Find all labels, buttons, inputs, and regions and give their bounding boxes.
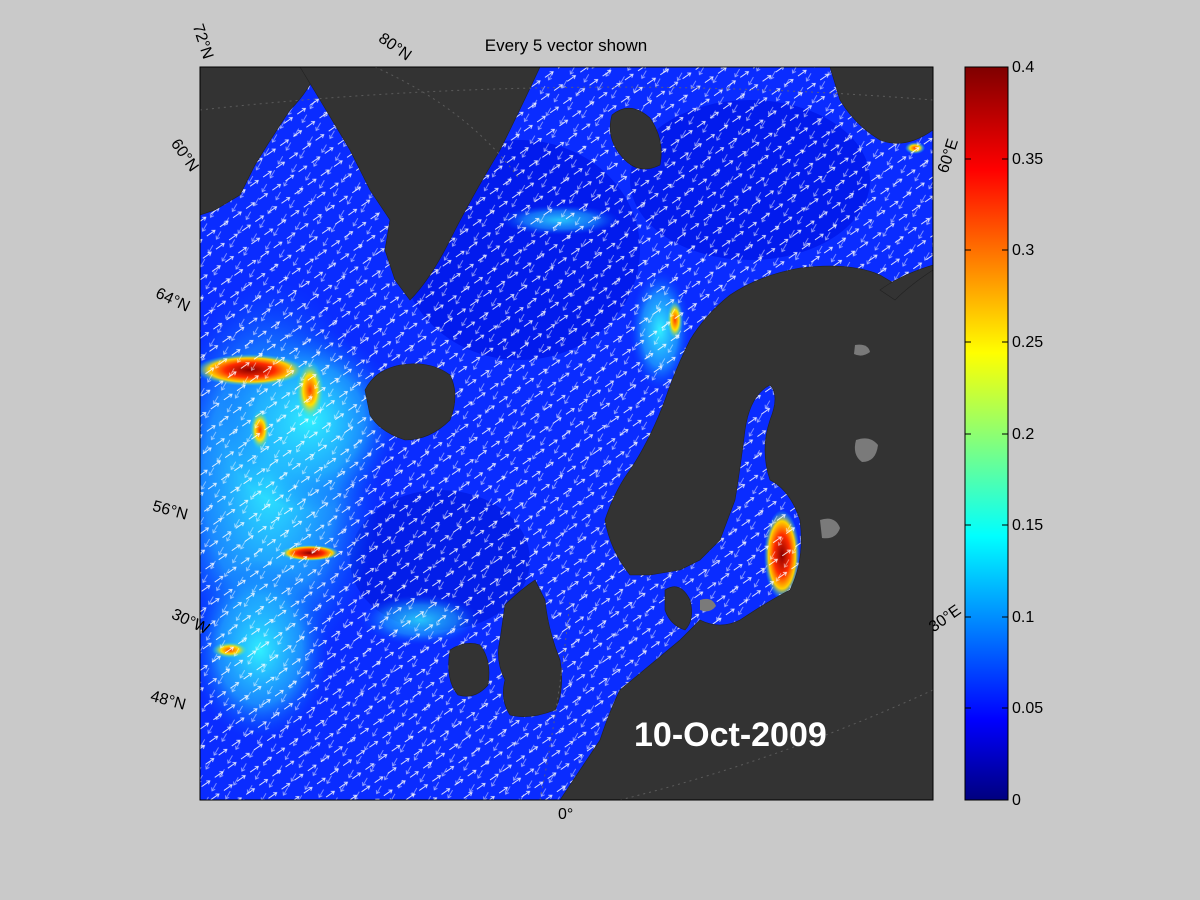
colorbar-ticks bbox=[965, 66, 1008, 801]
colorbar-label: 0.15 bbox=[1012, 517, 1044, 534]
date-label: 10-Oct-2009 bbox=[634, 716, 827, 754]
graticule bbox=[200, 67, 933, 800]
lon-label-0: 0° bbox=[558, 806, 574, 823]
plot-title: Every 5 vector shown bbox=[484, 36, 648, 55]
map-panel bbox=[200, 67, 933, 800]
colorbar-label: 0 bbox=[1012, 792, 1021, 809]
arctic-land bbox=[299, 67, 541, 301]
land bbox=[200, 67, 933, 800]
great-britain bbox=[498, 579, 562, 717]
ireland bbox=[448, 643, 490, 697]
map-frame bbox=[199, 66, 934, 801]
colorbar-label: 0.05 bbox=[1012, 700, 1044, 717]
colorbar-label: 0.1 bbox=[1012, 609, 1035, 626]
colorbar bbox=[964, 66, 1009, 801]
colorbar-label: 0.4 bbox=[1012, 59, 1035, 76]
colorbar-label: 0.25 bbox=[1012, 334, 1044, 351]
colorbar-label: 0.3 bbox=[1012, 242, 1035, 259]
colorbar-label: 0.35 bbox=[1012, 151, 1044, 168]
iceland bbox=[364, 363, 456, 441]
colorbar-label: 0.2 bbox=[1012, 426, 1035, 443]
scandinavia-europe bbox=[559, 265, 933, 800]
